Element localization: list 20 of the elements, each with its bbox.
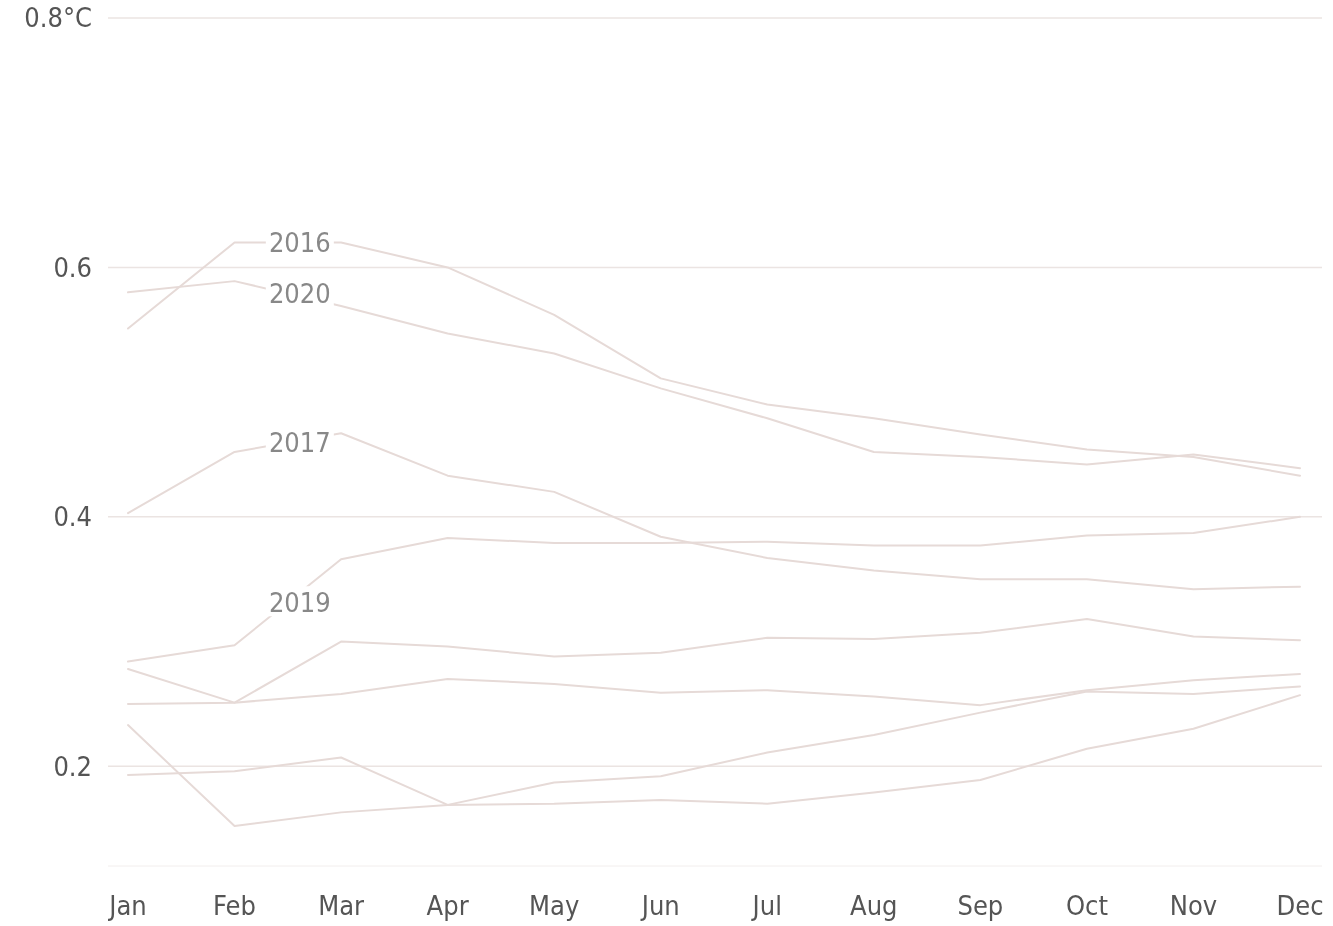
x-tick-label: May <box>529 890 580 922</box>
series-label: 2019 <box>268 586 331 618</box>
x-tick-label: Dec <box>1276 890 1324 922</box>
x-tick-label: Aug <box>850 890 898 922</box>
x-tick-label: Feb <box>213 890 256 922</box>
x-tick-label: Sep <box>957 890 1004 922</box>
y-tick-label: 0.2 <box>53 750 92 782</box>
x-tick-label: Jun <box>639 890 680 922</box>
x-tick-label: Jan <box>107 890 147 922</box>
x-tick-label: Mar <box>318 890 365 922</box>
series-label: 2020 <box>268 278 331 310</box>
x-tick-label: Jul <box>750 890 782 922</box>
series-label: 2017 <box>268 427 331 459</box>
x-tick-label: Oct <box>1065 890 1108 922</box>
y-tick-label: 0.4 <box>53 501 92 533</box>
y-tick-label: 0.6 <box>53 251 92 283</box>
x-tick-label: Nov <box>1169 890 1218 922</box>
y-tick-label: 0.8°C <box>24 2 92 34</box>
x-tick-label: Apr <box>426 890 469 922</box>
series-label: 2016 <box>268 226 331 258</box>
